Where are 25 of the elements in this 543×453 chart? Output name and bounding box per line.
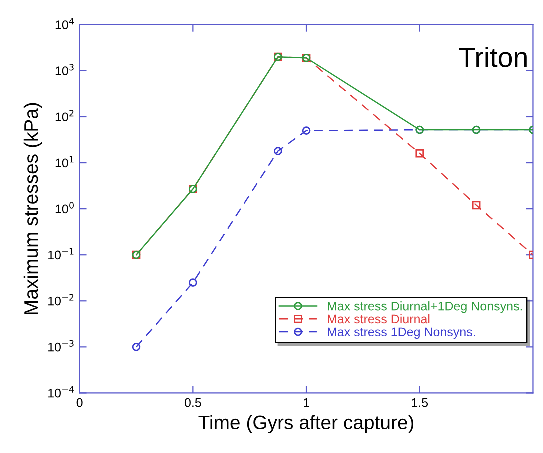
text: Triton [459,47,527,68]
point [274,147,282,156]
y-tick-label: 10$^{0}$ [56,202,74,214]
legend-label: Max stress 1Deg Nonsyns. [328,328,476,340]
legend-label: Max stress Diurnal [328,314,430,324]
legend-label: Max stress Diurnal+1Deg Nonsyns. [328,302,522,314]
y-axis-title: Maximum stresses (kPa) [24,103,42,314]
x-tick-label: 1 [304,398,310,408]
y-tick-label: 10$^{−1}$ [48,248,74,260]
y-tick-label: 10$^{−4}$ [48,386,74,398]
point [416,149,424,158]
y-tick-label: 10$^{2}$ [56,110,74,122]
y-tick-label: 10$^{4}$ [56,18,74,30]
x-axis-title: Time (Gyrs after capture) [198,415,414,434]
y-tick-label: 10$^{−3}$ [48,340,74,352]
y-tick-label: 10$^{3}$ [56,64,74,76]
point [189,278,198,287]
y-tick-label: 10$^{−2}$ [48,294,74,306]
point [472,201,481,210]
x-tick-label: 1.5 [412,398,428,408]
point [302,126,311,136]
y-tick-label: 10$^{1}$ [56,156,74,168]
x-tick-label: 0.5 [184,398,202,408]
point [132,343,141,352]
x-tick-label: 0 [76,398,83,408]
